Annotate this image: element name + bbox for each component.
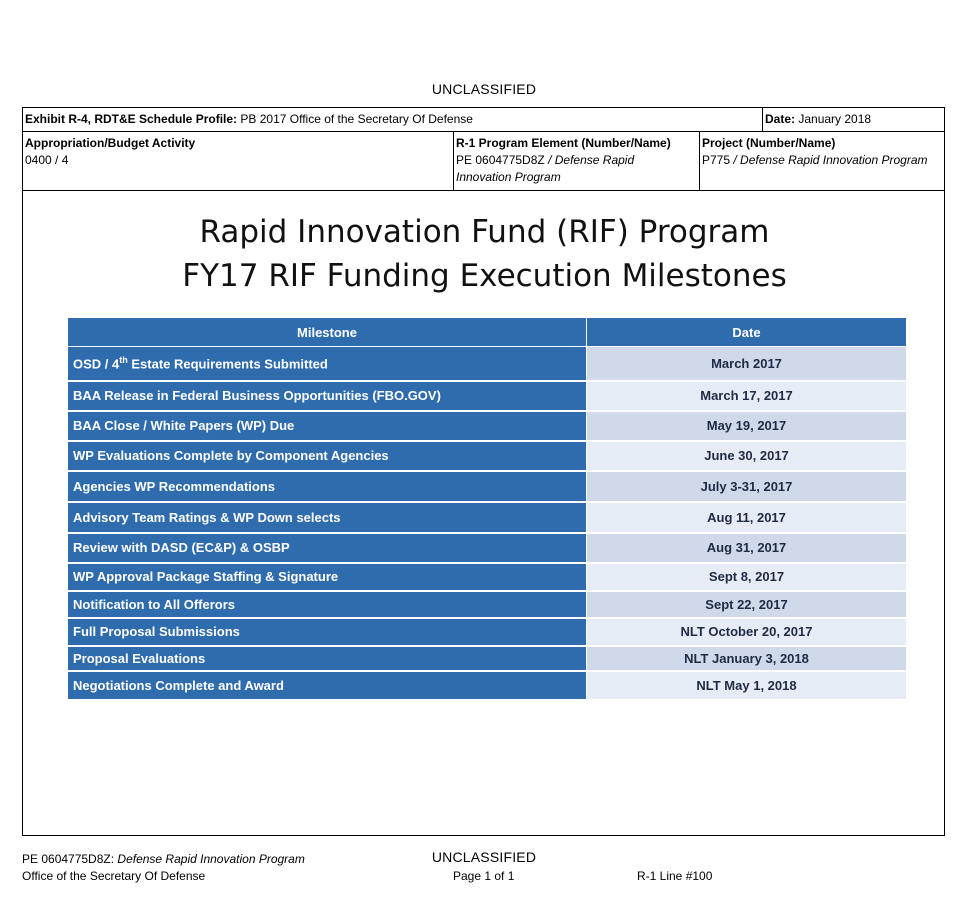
date-value: January 2018 <box>798 112 872 126</box>
pe-divider <box>453 131 454 190</box>
date-cell: Date: January 2018 <box>765 111 871 128</box>
date-label: Date: <box>765 112 796 126</box>
milestone-cell: Negotiations Complete and Award <box>67 670 587 701</box>
footer-pe-name: Defense Rapid Innovation Program <box>114 852 305 866</box>
classification-bottom: UNCLASSIFIED <box>431 849 537 865</box>
table-row: Advisory Team Ratings & WP Down selects … <box>67 501 907 534</box>
milestone-cell: Review with DASD (EC&P) & OSBP <box>67 532 587 564</box>
milestone-text-pre: OSD / 4 <box>73 356 120 372</box>
table-row: Agencies WP Recommendations July 3-31, 2… <box>67 470 907 503</box>
milestone-cell: OSD / 4th Estate Requirements Submitted <box>67 346 587 382</box>
program-element-sep: / <box>544 153 555 167</box>
program-element-name-1: Defense Rapid <box>554 153 635 167</box>
classification-top: UNCLASSIFIED <box>431 81 537 97</box>
project-sep: / <box>730 153 741 167</box>
milestone-cell: BAA Release in Federal Business Opportun… <box>67 380 587 412</box>
exhibit-label: Exhibit R-4, RDT&E Schedule Profile: <box>25 112 238 126</box>
appropriation-value: 0400 / 4 <box>25 153 69 167</box>
milestone-cell: Full Proposal Submissions <box>67 617 587 647</box>
date-cell: March 17, 2017 <box>586 380 907 412</box>
date-cell: March 2017 <box>586 346 907 382</box>
header-divider-2 <box>23 190 944 191</box>
milestone-cell: WP Evaluations Complete by Component Age… <box>67 440 587 472</box>
date-cell: NLT January 3, 2018 <box>586 645 907 672</box>
table-row: OSD / 4th Estate Requirements Submitted … <box>67 346 907 382</box>
milestone-cell: Proposal Evaluations <box>67 645 587 672</box>
milestone-cell: Agencies WP Recommendations <box>67 470 587 503</box>
appropriation-cell: Appropriation/Budget Activity 0400 / 4 <box>25 135 195 169</box>
milestone-text-sup: th <box>119 355 128 366</box>
table-row: Full Proposal Submissions NLT October 20… <box>67 617 907 647</box>
footer-pe-number: PE 0604775D8Z: <box>22 852 115 866</box>
milestone-column-header: Milestone <box>67 317 587 347</box>
slide-title-line-1: Rapid Innovation Fund (RIF) Program <box>199 214 770 250</box>
project-cell: Project (Number/Name) P775 / Defense Rap… <box>702 135 928 169</box>
table-row: WP Evaluations Complete by Component Age… <box>67 440 907 472</box>
date-cell: Sept 22, 2017 <box>586 590 907 619</box>
milestones-header-row: Milestone Date <box>67 317 907 347</box>
program-element-number: PE 0604775D8Z <box>456 153 545 167</box>
project-label: Project (Number/Name) <box>702 136 836 150</box>
table-row: Negotiations Complete and Award NLT May … <box>67 670 907 701</box>
date-cell: May 19, 2017 <box>586 410 907 442</box>
table-row: BAA Close / White Papers (WP) Due May 19… <box>67 410 907 442</box>
table-row: Proposal Evaluations NLT January 3, 2018 <box>67 645 907 672</box>
date-cell: Sept 8, 2017 <box>586 562 907 592</box>
program-element-name-2: Innovation Program <box>456 170 561 184</box>
slide-title-line-2: FY17 RIF Funding Execution Milestones <box>182 258 787 294</box>
table-row: BAA Release in Federal Business Opportun… <box>67 380 907 412</box>
table-row: WP Approval Package Staffing & Signature… <box>67 562 907 592</box>
milestone-cell: Notification to All Offerors <box>67 590 587 619</box>
date-divider <box>762 108 763 131</box>
program-element-label: R-1 Program Element (Number/Name) <box>456 136 671 150</box>
milestone-cell: WP Approval Package Staffing & Signature <box>67 562 587 592</box>
milestone-cell: BAA Close / White Papers (WP) Due <box>67 410 587 442</box>
date-column-header: Date <box>586 317 907 347</box>
program-element-cell: R-1 Program Element (Number/Name) PE 060… <box>456 135 696 186</box>
footer-organization: Office of the Secretary Of Defense <box>22 869 206 883</box>
appropriation-label: Appropriation/Budget Activity <box>25 136 196 150</box>
footer-page: Page 1 of 1 <box>453 869 515 883</box>
header-divider-1 <box>23 131 944 132</box>
exhibit-cell: Exhibit R-4, RDT&E Schedule Profile: PB … <box>25 111 473 128</box>
footer-line: R-1 Line #100 <box>637 869 713 883</box>
footer-program: PE 0604775D8Z: Defense Rapid Innovation … <box>22 851 305 885</box>
table-row: Notification to All Offerors Sept 22, 20… <box>67 590 907 619</box>
date-cell: July 3-31, 2017 <box>586 470 907 503</box>
exhibit-frame: Exhibit R-4, RDT&E Schedule Profile: PB … <box>22 107 945 836</box>
project-number: P775 <box>702 153 731 167</box>
milestone-text-post: Estate Requirements Submitted <box>127 356 328 372</box>
date-cell: NLT May 1, 2018 <box>586 670 907 701</box>
milestone-cell: Advisory Team Ratings & WP Down selects <box>67 501 587 534</box>
project-name: Defense Rapid Innovation Program <box>740 153 928 167</box>
milestones-table: Milestone Date OSD / 4th Estate Requirem… <box>67 317 907 701</box>
date-cell: Aug 31, 2017 <box>586 532 907 564</box>
date-cell: Aug 11, 2017 <box>586 501 907 534</box>
table-row: Review with DASD (EC&P) & OSBP Aug 31, 2… <box>67 532 907 564</box>
date-cell: June 30, 2017 <box>586 440 907 472</box>
exhibit-value: PB 2017 Office of the Secretary Of Defen… <box>240 112 473 126</box>
date-cell: NLT October 20, 2017 <box>586 617 907 647</box>
project-divider <box>699 131 700 190</box>
